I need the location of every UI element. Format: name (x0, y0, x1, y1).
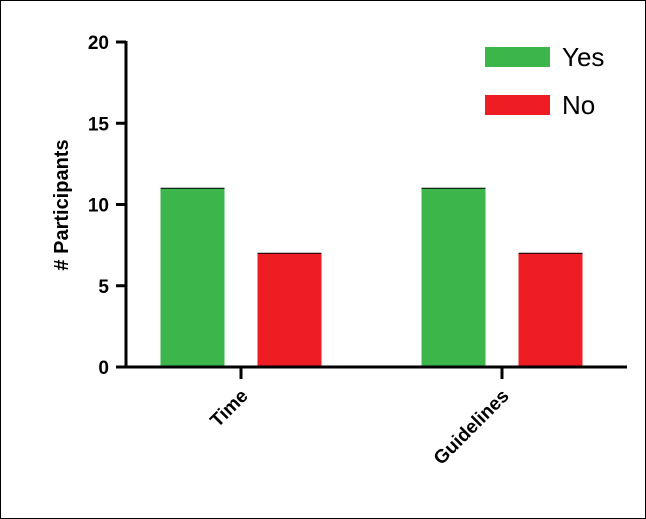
y-tick-label: 0 (98, 358, 109, 379)
x-ticks-group: Time Guidelines (207, 367, 514, 469)
legend-swatch-no (485, 95, 550, 115)
bar-yes-guidelines (421, 188, 486, 367)
y-ticks-group: 0 5 10 15 20 (88, 33, 126, 379)
legend-label-no: No (562, 90, 595, 120)
y-tick-label: 10 (88, 196, 109, 217)
legend-label-yes: Yes (562, 42, 604, 72)
legend-swatch-yes (485, 47, 550, 67)
y-axis-title: # Participants (51, 139, 73, 270)
x-category-label: Guidelines (430, 386, 514, 470)
legend: Yes No (485, 42, 604, 120)
y-tick-label: 20 (88, 33, 109, 54)
y-tick-label: 15 (88, 114, 110, 135)
x-category-label: Time (207, 386, 253, 432)
bar-no-time (257, 253, 322, 367)
bars-group (160, 187, 583, 367)
bar-no-guidelines (518, 253, 583, 367)
bar-yes-time (160, 188, 225, 367)
y-tick-label: 5 (98, 277, 109, 298)
